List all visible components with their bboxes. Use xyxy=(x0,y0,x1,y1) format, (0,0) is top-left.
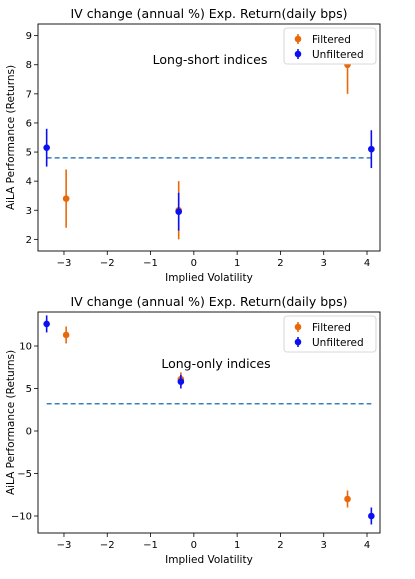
x-tick-label: 2 xyxy=(277,258,283,269)
legend-box xyxy=(283,27,377,65)
legend-entry: Filtered xyxy=(312,34,351,46)
y-tick-label: −10 xyxy=(11,512,32,523)
data-point-filtered xyxy=(62,331,70,339)
legend-entry: Filtered xyxy=(312,322,351,334)
x-tick-label: −3 xyxy=(57,540,72,551)
y-axis-label: AiLA Performance (Returns) xyxy=(5,350,17,495)
y-tick-label: −5 xyxy=(17,469,32,480)
x-tick-label: −2 xyxy=(100,540,115,551)
data-point-unfiltered xyxy=(368,145,375,153)
x-tick-label: 0 xyxy=(191,540,197,551)
legend-box xyxy=(283,315,377,353)
y-axis-label: AiLA Performance (Returns) xyxy=(5,65,17,210)
x-tick-label: 3 xyxy=(321,258,327,269)
plot-frame xyxy=(37,311,381,534)
legend: Filtered Unfiltered xyxy=(283,315,377,353)
data-point-unfiltered xyxy=(177,378,185,386)
x-tick-label: −1 xyxy=(143,258,158,269)
x-tick-label: 0 xyxy=(191,258,197,269)
x-tick-label: 3 xyxy=(321,540,327,551)
data-point-filtered xyxy=(344,495,351,503)
y-tick-label: 2 xyxy=(26,235,32,246)
y-tick-label: 5 xyxy=(26,384,32,395)
x-axis-label: Implied Volatility xyxy=(165,272,253,284)
y-tick-label: 9 xyxy=(26,31,32,42)
chart-annotation: Long-only indices xyxy=(161,356,270,371)
chart-panel-1: IV change (annual %) Exp. Return(daily b… xyxy=(5,6,381,284)
legend-entry: Unfiltered xyxy=(312,49,364,61)
data-point-unfiltered xyxy=(43,144,50,151)
x-tick-label: 1 xyxy=(234,258,240,269)
y-tick-label: 6 xyxy=(26,118,32,129)
chart-title: IV change (annual %) Exp. Return(daily b… xyxy=(70,6,347,21)
chart-annotation: Long-short indices xyxy=(153,52,268,67)
x-tick-label: 1 xyxy=(234,540,240,551)
y-tick-label: 5 xyxy=(26,148,32,159)
y-tick-label: 0 xyxy=(26,427,32,438)
legend-marker xyxy=(294,35,302,43)
chart-panel-2: IV change (annual %) Exp. Return(daily b… xyxy=(5,294,381,566)
legend-entry: Unfiltered xyxy=(312,337,364,349)
y-tick-label: 4 xyxy=(26,177,32,188)
x-tick-label: 4 xyxy=(364,540,370,551)
y-tick-label: 3 xyxy=(26,206,32,217)
y-tick-label: 7 xyxy=(26,89,32,100)
data-point-unfiltered xyxy=(368,512,375,520)
legend: Filtered Unfiltered xyxy=(283,27,377,65)
legend-marker xyxy=(294,323,302,331)
y-tick-label: 10 xyxy=(19,342,32,353)
chart-title: IV change (annual %) Exp. Return(daily b… xyxy=(70,294,347,309)
x-axis-label: Implied Volatility xyxy=(165,554,253,566)
x-tick-label: −3 xyxy=(57,258,72,269)
plot-frame xyxy=(37,23,381,252)
data-point-unfiltered xyxy=(43,320,50,328)
data-point-filtered xyxy=(62,195,70,202)
x-tick-label: −1 xyxy=(143,540,158,551)
x-tick-label: −2 xyxy=(100,258,115,269)
x-tick-label: 2 xyxy=(277,540,283,551)
legend-marker xyxy=(294,338,302,346)
legend-marker xyxy=(294,50,302,58)
y-tick-label: 8 xyxy=(26,60,32,71)
data-point-unfiltered xyxy=(175,208,182,216)
x-tick-label: 4 xyxy=(364,258,370,269)
